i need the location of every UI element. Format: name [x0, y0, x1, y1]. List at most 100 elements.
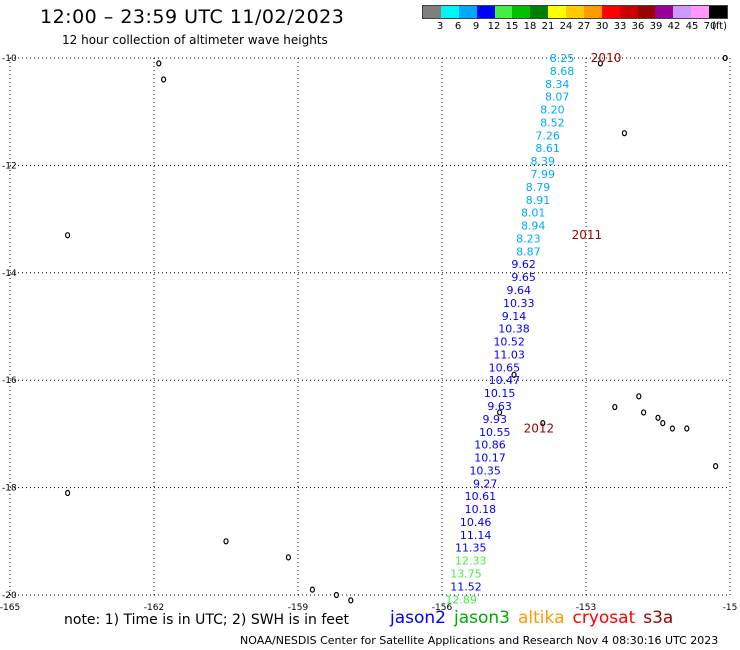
island-outline — [511, 371, 517, 378]
footer-credit: NOAA/NESDIS Center for Satellite Applica… — [240, 634, 719, 647]
map-title: 12:00 – 23:59 UTC 11/02/2023 — [40, 6, 345, 28]
color-swatch — [637, 6, 656, 18]
color-scale-label: 42 — [667, 21, 681, 32]
color-scale-label: 39 — [649, 21, 663, 32]
map-grid — [9, 57, 731, 596]
wave-height-value: 7.99 — [531, 168, 556, 181]
color-scale-label: 24 — [559, 21, 573, 32]
wave-height-value: 11.52 — [450, 580, 482, 593]
color-swatch — [566, 6, 584, 18]
island-outline — [669, 425, 676, 432]
satellite-legend-item: s3a — [643, 608, 674, 628]
wave-height-value: 8.23 — [516, 232, 541, 245]
color-scale-label: 3 — [436, 21, 444, 32]
color-scale-label: 45 — [685, 21, 699, 32]
color-swatch — [512, 6, 531, 18]
wave-height-value: 10.35 — [469, 464, 501, 477]
color-scale-label: 70 — [703, 21, 717, 32]
track-time-label: 2010 — [591, 51, 622, 65]
island-outline — [309, 586, 315, 593]
color-swatch — [530, 6, 549, 18]
island-outline — [64, 489, 71, 497]
island-outlines — [64, 54, 728, 604]
color-swatch — [691, 6, 709, 18]
wave-height-value: 10.15 — [484, 387, 516, 400]
wave-height-value: 8.61 — [535, 142, 560, 155]
wave-height-track: 2010 2011 2012 8.258.688.348.078.208.527.26… — [445, 51, 621, 606]
color-swatch — [423, 6, 441, 18]
island-outline — [223, 538, 229, 545]
satellite-legend: jason2 jason3 altika cryosat s3a — [390, 608, 681, 628]
color-scale-label: 36 — [631, 21, 645, 32]
wave-height-value: 10.52 — [493, 336, 525, 349]
lon-tick-label: -153 — [576, 603, 596, 613]
color-scale-label: 12 — [487, 21, 501, 32]
wave-height-value: 9.65 — [511, 271, 536, 284]
wave-height-value: 8.39 — [531, 155, 556, 168]
island-outline — [684, 425, 690, 432]
color-scale-label: 30 — [595, 21, 609, 32]
wave-height-value: 9.63 — [487, 400, 512, 413]
color-scale-label: 21 — [541, 21, 555, 32]
color-scale-label: 27 — [577, 21, 591, 32]
wave-height-value: 12.89 — [445, 593, 477, 606]
wave-height-value: 7.26 — [535, 129, 560, 142]
color-swatch — [655, 6, 674, 18]
lat-tick-label: -14 — [2, 269, 17, 279]
wave-height-value: 8.25 — [550, 52, 575, 65]
island-outline — [612, 403, 618, 411]
wave-height-value: 8.52 — [540, 116, 565, 129]
satellite-legend-item: jason2 — [390, 608, 446, 628]
track-time-label: 2011 — [572, 228, 603, 242]
color-swatch — [548, 6, 566, 18]
color-swatch — [619, 6, 638, 18]
island-outline — [660, 420, 666, 427]
lon-tick-label: -162 — [144, 603, 164, 613]
color-scale-label: 15 — [505, 21, 519, 32]
lon-tick-label: -15 — [723, 603, 738, 613]
lat-tick-label: -20 — [2, 591, 17, 601]
legend-note: note: 1) Time is in UTC; 2) SWH is in fe… — [64, 612, 350, 628]
color-swatch — [494, 6, 513, 18]
map-subtitle: 12 hour collection of altimeter wave hei… — [62, 33, 328, 47]
wave-height-value: 8.07 — [545, 91, 570, 104]
wave-height-value: 8.79 — [526, 181, 551, 194]
satellite-legend-item: altika — [518, 608, 565, 628]
wave-height-value: 9.64 — [507, 284, 532, 297]
wave-height-value: 10.61 — [465, 490, 497, 503]
lat-tick-label: -18 — [2, 484, 17, 494]
color-scale-bar — [422, 5, 728, 19]
color-swatch — [440, 6, 459, 18]
island-outline — [64, 232, 71, 239]
island-outline — [636, 393, 642, 400]
color-swatch — [458, 6, 477, 18]
wave-height-value: 8.34 — [545, 78, 570, 91]
wave-height-value: 8.01 — [521, 207, 546, 220]
wave-height-value: 10.18 — [465, 503, 497, 516]
island-outline — [712, 463, 719, 470]
lon-tick-label: -165 — [0, 603, 20, 613]
color-swatch — [583, 6, 602, 18]
lat-tick-label: -12 — [2, 161, 17, 171]
satellite-legend-item: cryosat — [572, 608, 636, 628]
island-outline — [161, 76, 167, 83]
wave-height-value: 9.93 — [483, 413, 508, 426]
lon-tick-label: -159 — [288, 603, 309, 613]
wave-height-value: 13.75 — [450, 568, 482, 581]
island-outline — [156, 60, 162, 67]
island-outline — [540, 420, 546, 427]
wave-height-value: 10.38 — [498, 323, 530, 336]
color-scale-label: 9 — [472, 21, 480, 32]
wave-height-value: 8.68 — [550, 65, 575, 78]
lat-tick-label: -10 — [2, 54, 17, 64]
wave-height-value: 10.55 — [479, 426, 511, 439]
wave-height-value: 9.27 — [473, 477, 498, 490]
wave-height-value: 10.86 — [474, 439, 506, 452]
color-swatch — [673, 6, 692, 18]
color-swatch — [709, 6, 727, 18]
island-outline — [348, 597, 354, 604]
lat-tick-label: -16 — [2, 376, 17, 386]
wave-height-value: 9.14 — [502, 310, 527, 323]
color-swatch — [601, 6, 620, 18]
